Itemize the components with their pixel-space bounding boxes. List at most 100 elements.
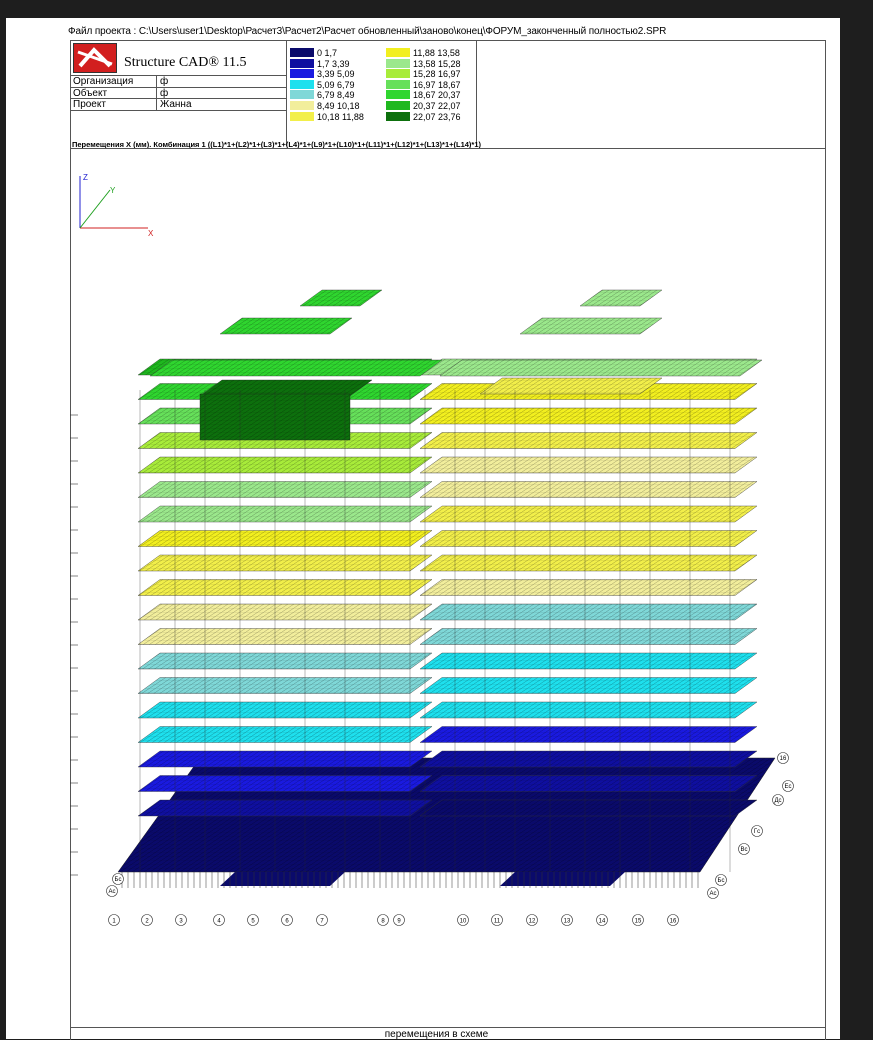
legend-item: 5,09 6,79 [290,79,355,90]
legend-swatch [386,111,410,121]
grid-axis-bubble [715,874,727,886]
z-axis-label: Z [83,173,88,182]
floor-slab-left-mesh [138,677,432,694]
floor-slab-right-mesh [420,481,757,498]
row-key: Объект [73,88,108,99]
roof-upper-right-mesh [520,318,662,334]
legend-range: 13,58 15,28 [413,58,461,69]
legend-item: 3,39 5,09 [290,69,355,79]
floor-slab-left-mesh [138,579,432,596]
grid-axis-letter: Дс [774,798,781,804]
grid-axis-number: 4 [217,919,221,925]
legend-item: 18,67 20,37 [386,90,461,100]
floor-slab-right-mesh [420,628,757,645]
legend-range: 11,88 13,58 [413,48,460,58]
floor-slab-right-mesh [420,775,757,792]
legend-range: 22,07 23,76 [413,111,461,122]
legend-item: 22,07 23,76 [386,111,461,122]
y-axis-label: Y [110,186,116,195]
legend-range: 6,79 8,49 [317,90,355,101]
grid-axis-number: 9 [397,919,401,925]
floor-slab-right-mesh [420,506,757,522]
legend-range: 18,67 20,37 [413,90,461,101]
floor-slab-right-mesh [420,457,757,473]
floor-slab-right-mesh [420,555,757,571]
grid-axis-bubble [316,914,328,926]
grid-axis-bubble [596,914,608,926]
floor-slab-left-mesh [138,604,432,620]
floor-slab-left-mesh [138,628,432,645]
grid-axis-bubble [738,843,750,855]
grid-axis-bubble [175,914,187,926]
project-file-path: Файл проекта : C:\Users\user1\Desktop\Ра… [68,26,667,37]
legend-swatch [386,69,410,79]
floor-slab-right-mesh [420,800,757,816]
legend-item: 10,18 11,88 [290,111,364,122]
grid-axis-bubble [777,752,789,764]
legend-item: 11,88 13,58 [386,48,460,58]
legend-item: 8,49 10,18 [290,101,360,111]
grid-axis-bubble [377,914,389,926]
legend-range: 1,7 3,39 [317,58,350,69]
row-key: Организация [73,76,134,87]
grid-axis-number: 16 [670,919,677,925]
legend-range: 16,97 18,67 [413,79,461,90]
floor-slab-left-mesh [138,555,432,571]
row-key: Проект [73,99,106,110]
grid-axis-bubble [281,914,293,926]
grid-axis-number: 10 [460,919,467,925]
grid-axis-bubble [751,825,763,837]
floor-slab-left-mesh [138,800,432,816]
roof-slab-right-mesh [440,360,762,376]
grid-axis-bubble [247,914,259,926]
floor-slab-left-mesh [138,530,432,547]
grid-axis-number: 5 [251,919,255,925]
grid-axis-bubble [108,914,120,926]
legend-swatch [290,101,314,110]
x-axis-label: X [148,229,154,238]
grid-axis-bubble [457,914,469,926]
legend-swatch [386,48,410,57]
floor-slab-left-mesh [138,751,432,767]
inner-block-slab-mesh [480,378,662,394]
grid-axis-bubble [213,914,225,926]
floor-slab-right-mesh [420,530,757,547]
result-caption: Перемещения X (мм). Комбинация 1 ((L1)*1… [72,140,481,149]
grid-axis-bubble [526,914,538,926]
titleblock-row-organization: Организация ф [70,75,286,88]
legend-swatch [290,48,314,57]
y-axis-line [79,189,111,229]
roof-stair-left-mesh [300,290,382,306]
legend-item: 16,97 18,67 [386,79,461,90]
legend-swatch [290,58,314,68]
floor-slab-left-mesh [138,726,432,743]
legend-swatch [386,58,410,68]
legend-range: 3,39 5,09 [317,69,355,80]
legend-item: 13,58 15,28 [386,58,461,69]
roof-upper-left-mesh [220,318,352,334]
floor-slab-right-mesh [420,653,757,669]
roof-stair-right-mesh [580,290,662,306]
row-value: ф [160,76,169,87]
legend-range: 20,37 22,07 [413,101,461,111]
legend-item: 0 1,7 [290,48,337,58]
grid-axis-letter: Ас [709,891,716,897]
legend-item: 15,28 16,97 [386,69,461,79]
floor-slab-left-mesh [138,775,432,792]
titleblock-row-project: Проект Жанна [70,98,286,111]
dark-top-slab-left-mesh [200,380,372,396]
legend-range: 5,09 6,79 [317,79,355,90]
grid-axis-bubble [491,914,503,926]
grid-axis-number: 1 [112,919,116,925]
floor-slab-left-mesh [138,702,432,718]
grid-axis-bubble [707,887,719,899]
grid-axis-bubble [561,914,573,926]
grid-axis-letter: 16 [780,756,787,762]
legend-swatch [386,79,410,89]
grid-axis-bubble [632,914,644,926]
grid-axis-letter: Ес [785,784,792,790]
floor-slab-right-mesh [420,726,757,743]
legend-swatch [290,69,314,79]
color-legend [286,40,477,146]
